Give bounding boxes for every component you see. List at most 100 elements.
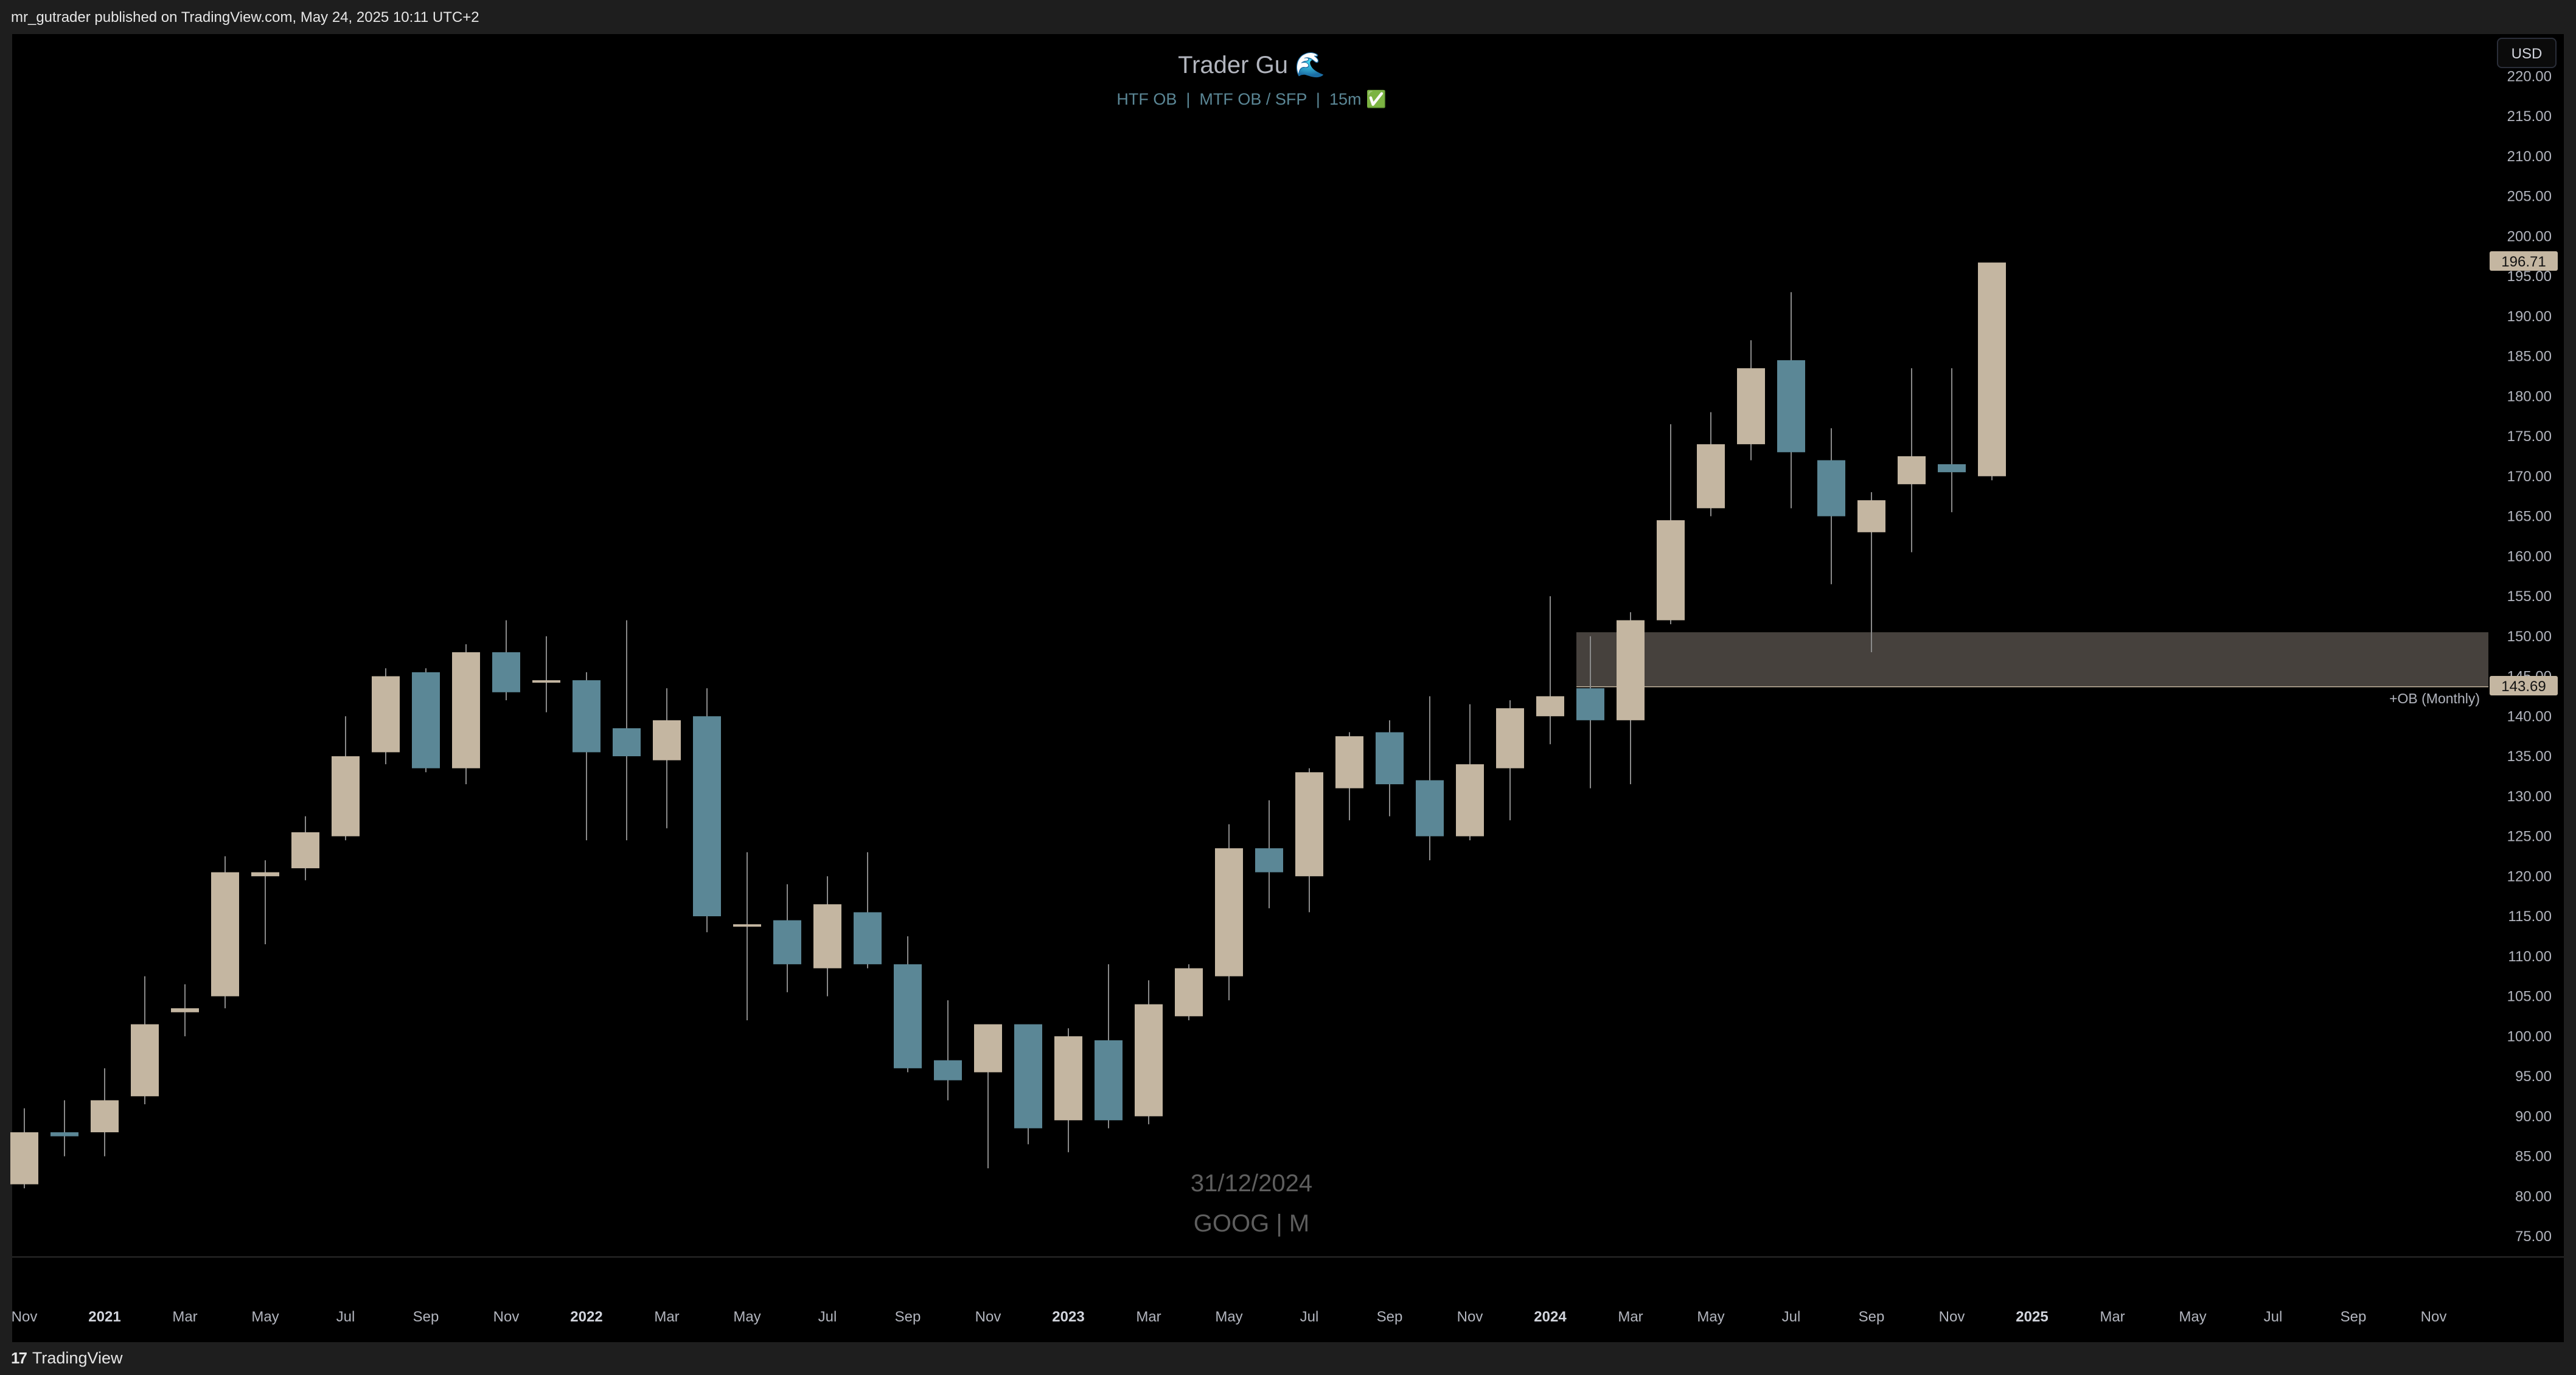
candle xyxy=(1175,964,1203,1020)
candle-body xyxy=(813,904,841,969)
currency-button[interactable]: USD xyxy=(2497,38,2557,68)
candle xyxy=(1456,704,1484,841)
tradingview-brand: TradingView xyxy=(32,1348,123,1367)
x-tick-label: Nov xyxy=(1457,1309,1483,1325)
x-tick-label: Sep xyxy=(2341,1309,2367,1325)
candle-body xyxy=(974,1024,1002,1073)
candle-body xyxy=(1536,696,1564,717)
candle xyxy=(1617,612,1645,785)
candle xyxy=(1496,700,1524,821)
candle-body xyxy=(1617,620,1645,720)
x-tick-label: Mar xyxy=(172,1309,197,1325)
candle-body xyxy=(1657,520,1685,621)
candle xyxy=(1777,292,1805,509)
chart-title: Trader Gu 🌊 xyxy=(1178,50,1325,78)
candle-body xyxy=(1335,736,1363,788)
candle-body xyxy=(693,716,721,916)
candle-body xyxy=(1215,848,1243,976)
candle xyxy=(934,1000,962,1101)
y-tick-label: 155.00 xyxy=(2507,588,2552,605)
candle-body xyxy=(573,680,600,753)
candle xyxy=(91,1068,119,1157)
y-tick-label: 190.00 xyxy=(2507,308,2552,325)
x-tick-label: 2021 xyxy=(88,1309,120,1325)
x-tick-label: Nov xyxy=(975,1309,1001,1325)
candle-body xyxy=(1737,368,1765,445)
candle-body xyxy=(1295,772,1323,877)
candle-body xyxy=(773,920,801,964)
y-tick-label: 165.00 xyxy=(2507,509,2552,525)
candle xyxy=(1095,964,1123,1129)
candle xyxy=(211,856,239,1009)
candle xyxy=(1014,1024,1042,1144)
candle xyxy=(894,936,922,1073)
candle-body xyxy=(1456,764,1484,837)
x-tick-label: Sep xyxy=(1859,1309,1885,1325)
last-price-value: 196.71 xyxy=(2501,254,2546,270)
y-tick-label: 85.00 xyxy=(2515,1149,2552,1165)
candle xyxy=(1576,636,1604,788)
candle-body xyxy=(613,728,641,756)
candle xyxy=(1938,368,1966,512)
y-tick-label: 95.00 xyxy=(2515,1068,2552,1085)
y-tick-label: 80.00 xyxy=(2515,1188,2552,1205)
x-tick-label: Nov xyxy=(12,1309,38,1325)
y-tick-label: 205.00 xyxy=(2507,189,2552,205)
candle xyxy=(1536,596,1564,745)
candle xyxy=(412,668,440,773)
y-tick-label: 200.00 xyxy=(2507,228,2552,245)
y-tick-label: 110.00 xyxy=(2508,949,2552,965)
y-tick-label: 140.00 xyxy=(2507,708,2552,725)
x-tick-label: Nov xyxy=(1939,1309,1965,1325)
candle xyxy=(1697,412,1725,517)
candle-body xyxy=(412,672,440,768)
x-tick-label: Mar xyxy=(1136,1309,1161,1325)
footer-bar xyxy=(0,1342,2576,1375)
candle-body xyxy=(1938,464,1966,473)
candle-body xyxy=(10,1132,38,1185)
x-tick-label: Jul xyxy=(2264,1309,2283,1325)
publisher-bar: mr_gutrader published on TradingView.com… xyxy=(0,0,2576,34)
time-axis[interactable]: Nov 2021 Mar May Jul Sep Nov 2022 Mar May Jul Sep No… xyxy=(12,1309,2447,1325)
candle-body xyxy=(251,872,279,877)
price-axis[interactable]: 75.00 80.00 85.00 90.00 95.00 100.00 105.00 110… xyxy=(2507,68,2552,1245)
candle xyxy=(10,1108,38,1189)
candle xyxy=(813,876,841,997)
candle xyxy=(131,976,159,1105)
candle xyxy=(613,620,641,841)
candle-body xyxy=(492,652,520,692)
candle-body xyxy=(131,1024,159,1096)
candle xyxy=(171,984,199,1037)
candle xyxy=(573,672,600,841)
tradingview-logo-mark: 17 xyxy=(11,1348,27,1367)
watermark-symbol: GOOG | M xyxy=(1194,1210,1309,1237)
y-tick-label: 135.00 xyxy=(2507,748,2552,765)
watermark-date: 31/12/2024 xyxy=(1191,1170,1312,1197)
tradingview-logo[interactable]: 17 TradingView xyxy=(11,1343,123,1373)
x-tick-label: Mar xyxy=(2100,1309,2125,1325)
y-tick-label: 160.00 xyxy=(2507,548,2552,565)
candle-body xyxy=(1376,732,1404,785)
x-tick-label: Sep xyxy=(895,1309,921,1325)
x-tick-label: May xyxy=(1697,1309,1724,1325)
candle xyxy=(1978,262,2006,481)
candle-body xyxy=(733,924,761,927)
x-tick-label: May xyxy=(2179,1309,2206,1325)
candle xyxy=(1135,980,1163,1124)
y-tick-label: 130.00 xyxy=(2507,788,2552,805)
x-tick-label: Jul xyxy=(336,1309,355,1325)
candle xyxy=(1657,424,1685,625)
x-tick-label: Nov xyxy=(2421,1309,2447,1325)
candle-body xyxy=(1817,460,1845,517)
x-tick-label: May xyxy=(1215,1309,1242,1325)
x-tick-label: May xyxy=(733,1309,761,1325)
candle xyxy=(1737,340,1765,461)
candle xyxy=(372,668,400,765)
candle xyxy=(854,852,882,969)
candle xyxy=(693,688,721,933)
x-tick-label: Nov xyxy=(493,1309,520,1325)
y-tick-label: 175.00 xyxy=(2507,428,2552,445)
candle-body xyxy=(1054,1036,1082,1121)
y-tick-label: 195.00 xyxy=(2507,268,2552,285)
